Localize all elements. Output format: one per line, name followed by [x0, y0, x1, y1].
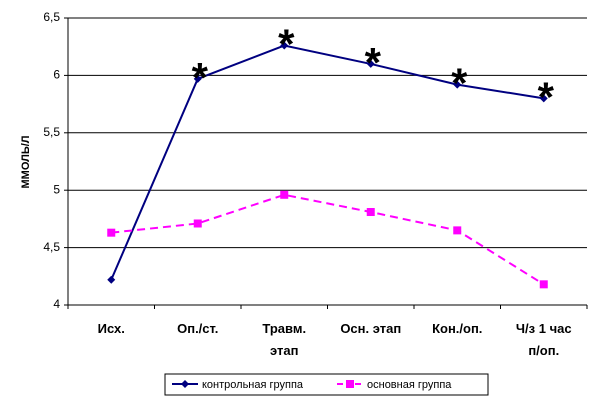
x-tick-label: Исх.: [97, 321, 125, 336]
point: [539, 94, 548, 103]
legend-label: контрольная группа: [202, 379, 304, 391]
x-tick-label: Ч/з 1 час п/оп.: [515, 321, 572, 358]
annotation: *: [365, 39, 382, 86]
series-line: [110, 44, 544, 281]
point: [280, 41, 289, 50]
annotation: *: [278, 21, 295, 68]
y-tick-label: 5: [53, 182, 60, 196]
x-tick-label: Кон./оп.: [432, 321, 483, 336]
point: [453, 226, 462, 235]
point: [193, 74, 202, 83]
point: [280, 190, 289, 199]
point: [453, 80, 462, 89]
legend-box: [164, 373, 489, 396]
point: [366, 59, 375, 68]
y-tick-label: 4,5: [43, 240, 60, 254]
point: [107, 275, 116, 284]
annotation: *: [192, 54, 209, 101]
legend-label: основная группа: [367, 379, 452, 391]
point: [366, 208, 375, 217]
x-tick-label: Оп./ст.: [177, 321, 219, 336]
point: [539, 280, 548, 289]
y-tick-label: 6,5: [43, 10, 60, 24]
x-tick-label: Осн. этап: [340, 321, 402, 336]
y-tick-label: 6: [53, 68, 60, 82]
y-tick-label: 5,5: [43, 125, 60, 139]
annotation: *: [451, 60, 468, 107]
point: [107, 228, 116, 237]
annotation: *: [538, 73, 555, 120]
y-tick-label: 4: [53, 297, 60, 311]
legend-marker: [346, 380, 354, 388]
point: [193, 219, 202, 228]
legend-marker: [181, 380, 189, 388]
series-line: [111, 193, 545, 286]
x-tick-label: Травм. этап: [262, 321, 307, 358]
y-axis-label: ММОЛЬ/Л: [20, 135, 32, 188]
